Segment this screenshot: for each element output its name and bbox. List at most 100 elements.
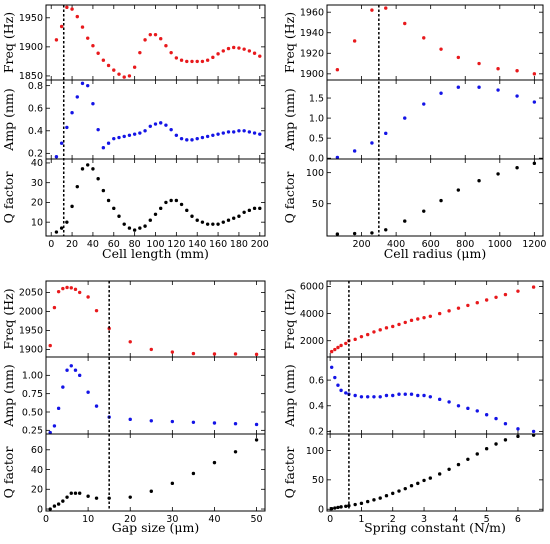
y-tick-label: 1.00 bbox=[22, 371, 43, 382]
data-point bbox=[138, 226, 142, 230]
panel-frame bbox=[326, 158, 544, 237]
data-point bbox=[70, 204, 74, 209]
data-point bbox=[226, 130, 231, 134]
data-point bbox=[101, 188, 106, 193]
data-point bbox=[143, 224, 147, 228]
y-axis-label: Amp (nm) bbox=[282, 88, 297, 152]
data-point bbox=[409, 484, 414, 488]
y-tick-label: 20 bbox=[31, 485, 43, 496]
data-point bbox=[352, 39, 357, 43]
panel-frame bbox=[45, 79, 266, 160]
data-point bbox=[242, 210, 246, 215]
y-tick-label: 0 bbox=[37, 504, 43, 515]
y-tick-label: 4000 bbox=[300, 309, 324, 320]
x-tick-label: 1200 bbox=[522, 239, 546, 250]
amp-panel: 0.25 0.50 0.75 1.00 Amp (nm) bbox=[1, 356, 266, 437]
data-point bbox=[333, 375, 337, 380]
data-point bbox=[365, 332, 370, 337]
data-point bbox=[353, 337, 357, 342]
data-point bbox=[359, 501, 364, 506]
x-tick-label: 120 bbox=[167, 239, 185, 250]
data-point bbox=[148, 218, 152, 222]
x-tick-label: 30 bbox=[166, 514, 178, 525]
y-tick-label: 0.8 bbox=[28, 81, 43, 92]
data-point bbox=[65, 125, 69, 130]
x-tick-label: 200 bbox=[251, 239, 269, 250]
data-point bbox=[494, 295, 498, 299]
data-point bbox=[353, 502, 357, 507]
y-axis-label: Amp (nm) bbox=[1, 364, 16, 428]
data-point bbox=[195, 218, 199, 222]
data-point bbox=[496, 66, 500, 71]
y-tick-label: 30 bbox=[31, 178, 43, 189]
data-point bbox=[252, 206, 257, 211]
data-point bbox=[439, 47, 443, 51]
data-point bbox=[185, 208, 189, 213]
panel-frame bbox=[326, 433, 544, 512]
data-point bbox=[333, 506, 337, 510]
data-point bbox=[128, 417, 132, 422]
data-point bbox=[422, 36, 426, 40]
data-point bbox=[372, 330, 376, 334]
data-point bbox=[91, 43, 95, 48]
data-point bbox=[403, 320, 407, 325]
data-point bbox=[221, 131, 225, 135]
data-point bbox=[127, 226, 132, 230]
data-point bbox=[237, 46, 241, 50]
y-tick-label: 1850 bbox=[19, 71, 43, 82]
amp-panel: 0.2 0.4 0.6 0.8 Amp (nm) bbox=[1, 79, 266, 160]
data-point bbox=[409, 392, 414, 396]
data-point bbox=[179, 202, 184, 207]
data-point bbox=[254, 352, 259, 357]
y-axis-label: Q factor bbox=[1, 447, 16, 499]
data-point bbox=[422, 102, 426, 106]
y-tick-label: 10 bbox=[31, 217, 43, 228]
data-point bbox=[54, 230, 59, 234]
data-point bbox=[531, 285, 536, 289]
data-point bbox=[65, 5, 69, 10]
data-point bbox=[391, 324, 395, 329]
y-tick-label: 1950 bbox=[19, 13, 43, 24]
data-point bbox=[477, 179, 481, 183]
data-point bbox=[409, 318, 414, 323]
data-point bbox=[352, 149, 357, 153]
data-point bbox=[329, 506, 334, 511]
y-axis-label: Freq (Hz) bbox=[1, 288, 16, 349]
data-point bbox=[170, 481, 175, 486]
data-point bbox=[149, 489, 153, 493]
y-tick-label: 60 bbox=[31, 445, 43, 456]
data-point bbox=[48, 430, 52, 435]
y-axis-label: Amp (nm) bbox=[1, 88, 16, 152]
data-point bbox=[96, 51, 100, 55]
data-point bbox=[258, 206, 262, 211]
panel-frame bbox=[45, 158, 266, 237]
x-tick-label: 10 bbox=[82, 514, 94, 525]
x-tick-label: 2 bbox=[390, 514, 396, 525]
data-point bbox=[422, 209, 426, 213]
data-point bbox=[359, 334, 364, 339]
data-point bbox=[143, 129, 147, 133]
x-tick-label: 0 bbox=[43, 514, 49, 525]
y-tick-label: 50 bbox=[312, 475, 324, 486]
data-point bbox=[477, 61, 481, 66]
data-point bbox=[397, 322, 401, 327]
y-tick-label: 2050 bbox=[19, 288, 43, 299]
data-point bbox=[106, 141, 111, 145]
data-point bbox=[65, 285, 69, 290]
data-point bbox=[65, 220, 69, 224]
data-point bbox=[365, 395, 370, 399]
data-point bbox=[378, 496, 382, 500]
data-point bbox=[237, 214, 241, 218]
x-tick-label: 60 bbox=[108, 239, 120, 250]
data-point bbox=[233, 352, 238, 356]
data-point bbox=[80, 81, 85, 86]
data-point bbox=[232, 130, 236, 134]
data-point bbox=[200, 59, 205, 64]
data-point bbox=[174, 133, 179, 137]
data-point bbox=[216, 222, 220, 226]
data-point bbox=[61, 499, 65, 503]
data-point bbox=[378, 395, 382, 399]
data-point bbox=[191, 351, 196, 356]
data-point bbox=[101, 146, 106, 150]
